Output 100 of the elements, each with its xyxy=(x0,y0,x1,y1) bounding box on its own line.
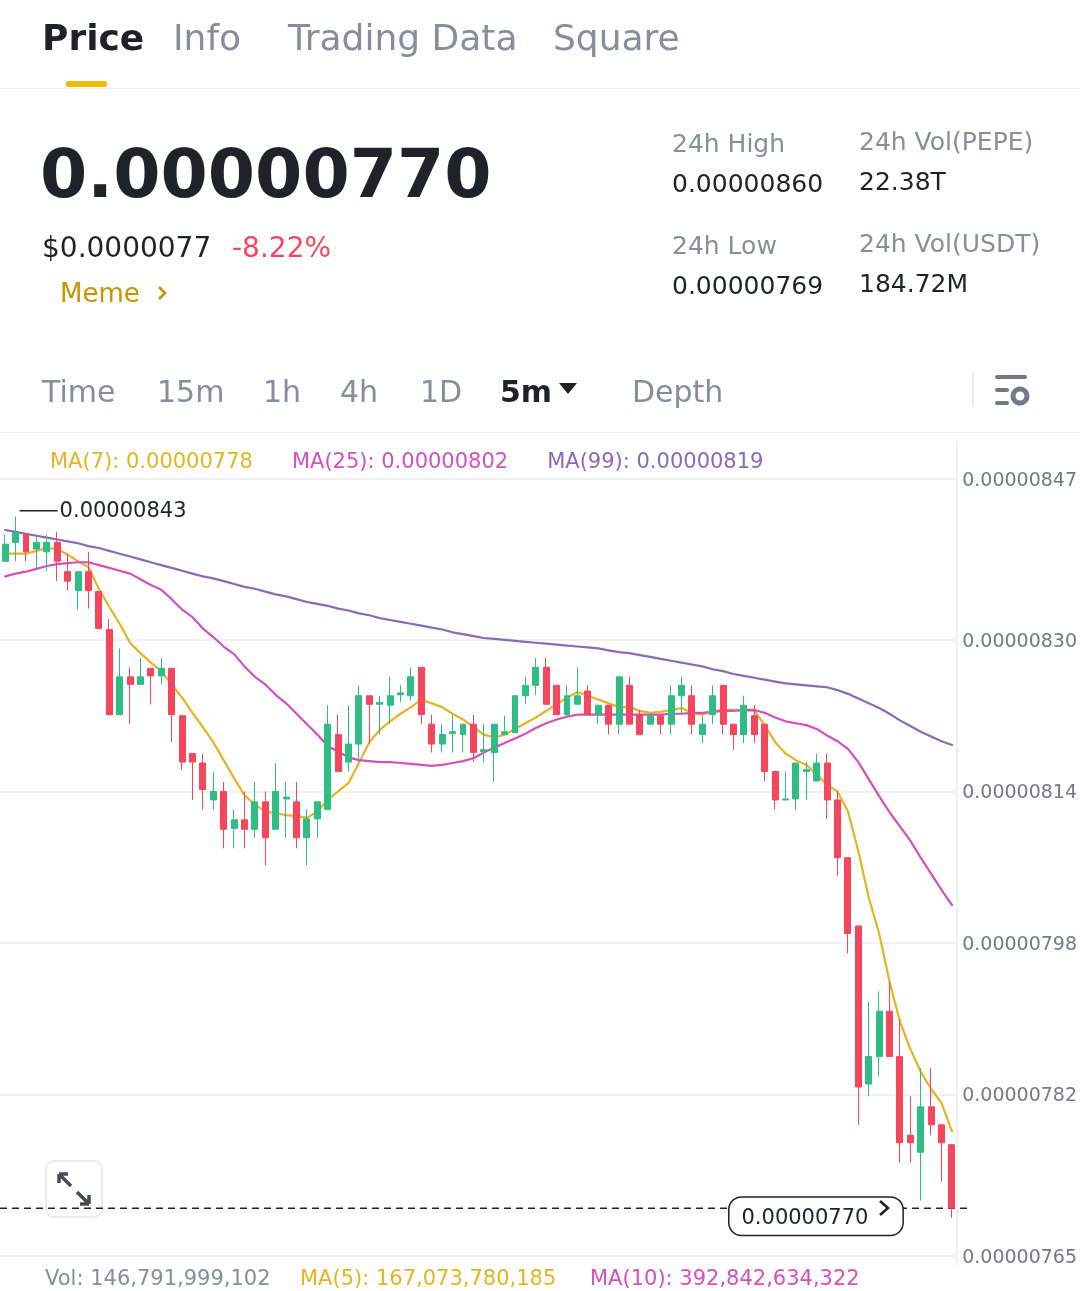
candlestick xyxy=(210,771,217,810)
text: 22.38T xyxy=(859,167,946,196)
candlestick xyxy=(439,723,446,754)
candlestick xyxy=(116,647,123,716)
candlestick xyxy=(324,704,331,810)
candlestick xyxy=(428,714,435,754)
candlestick xyxy=(938,1124,945,1183)
candlestick xyxy=(813,753,820,782)
candlestick xyxy=(907,1095,914,1164)
candlestick xyxy=(345,704,352,773)
candlestick xyxy=(366,695,373,745)
line-series xyxy=(4,528,954,747)
y-tick-label: 0.00000847 xyxy=(962,467,1078,490)
text: Time xyxy=(42,374,116,409)
text: 24h High xyxy=(672,129,786,158)
candlestick xyxy=(532,657,539,696)
candlestick xyxy=(553,684,560,716)
candlestick xyxy=(948,1144,955,1219)
candlestick xyxy=(782,771,789,801)
text: 4h xyxy=(340,374,379,409)
candlestick xyxy=(668,684,675,736)
candlestick xyxy=(917,1067,924,1202)
candlestick xyxy=(314,801,321,839)
candlestick xyxy=(199,753,206,810)
candlestick xyxy=(772,771,779,810)
text: MA(5): 167,073,780,185 xyxy=(300,1266,557,1290)
text: MA(25): 0.00000802 xyxy=(291,448,509,473)
candlestick xyxy=(844,857,851,954)
candlestick xyxy=(460,723,466,754)
candlestick xyxy=(335,714,342,773)
candlestick xyxy=(293,781,300,849)
text: Trading Data xyxy=(288,17,518,58)
candlestick xyxy=(740,695,747,744)
candlestick xyxy=(834,790,841,877)
text: 15m xyxy=(157,374,225,409)
candlestick xyxy=(720,684,727,736)
text: MA(7): 0.00000778 xyxy=(50,448,253,473)
candlestick xyxy=(147,667,154,705)
text: $0.0000077 xyxy=(42,231,212,264)
text: 5m xyxy=(500,374,553,409)
text: Meme xyxy=(60,278,140,308)
candlestick xyxy=(626,676,633,725)
text: 24h Vol(USDT) xyxy=(859,229,1041,258)
text: 0.00000769 xyxy=(672,271,824,300)
candlestick xyxy=(158,657,165,685)
text: 0.00000860 xyxy=(672,169,824,198)
candlestick xyxy=(855,925,862,1126)
candlestick xyxy=(283,781,290,839)
candlestick xyxy=(231,808,238,849)
candlestick xyxy=(595,704,602,725)
candlestick xyxy=(397,684,404,703)
text: 24h Low xyxy=(672,231,777,260)
candlestick xyxy=(127,666,134,725)
candlestick xyxy=(709,684,716,725)
candlestick xyxy=(824,753,831,820)
candlestick xyxy=(12,516,19,562)
text: Depth xyxy=(632,374,724,409)
candlestick xyxy=(418,666,425,725)
candlestick xyxy=(657,715,664,736)
candlestick xyxy=(387,676,394,725)
y-tick-label: 0.00000782 xyxy=(962,1083,1078,1106)
annotation: 0.00000843 xyxy=(59,498,187,523)
candlestick xyxy=(792,762,799,810)
candlestick xyxy=(876,990,883,1077)
candlestick xyxy=(272,762,279,830)
candlestick xyxy=(803,761,810,801)
candlestick xyxy=(584,684,591,716)
candlestick xyxy=(220,781,227,849)
candlestick xyxy=(189,753,196,801)
text: 24h Vol(PEPE) xyxy=(859,127,1034,156)
candlestick xyxy=(512,695,518,734)
candlestick xyxy=(886,981,893,1058)
candlestick xyxy=(928,1067,935,1136)
candlestick xyxy=(95,591,102,630)
text: Square xyxy=(553,17,680,58)
candlestick xyxy=(751,704,758,744)
candlestick xyxy=(865,1001,872,1097)
candlestick xyxy=(543,657,550,705)
candlestick xyxy=(85,551,92,610)
y-tick-label: 0.00000830 xyxy=(962,628,1078,651)
line-series xyxy=(4,561,954,907)
candlestick xyxy=(179,715,186,771)
candlestick xyxy=(64,553,71,592)
candlestick xyxy=(168,667,175,743)
y-tick-label: 0.00000798 xyxy=(962,931,1078,954)
candlestick xyxy=(636,709,643,736)
candlestick xyxy=(761,723,768,782)
candlestick xyxy=(896,1019,903,1164)
candlestick xyxy=(376,695,383,736)
text: MA(99): 0.00000819 xyxy=(547,448,764,473)
candlestick xyxy=(355,684,362,763)
candlestick xyxy=(522,676,529,705)
ref-line-label: 0.00000770 xyxy=(741,1205,869,1230)
candlestick xyxy=(699,715,706,744)
candlestick xyxy=(262,790,269,866)
chart-title: 0.00000770 xyxy=(40,134,492,213)
candlestick xyxy=(137,657,144,685)
y-tick-label: 0.00000814 xyxy=(962,780,1078,803)
text: Vol: 146,791,999,102 xyxy=(45,1266,271,1290)
candlestick xyxy=(43,534,50,572)
